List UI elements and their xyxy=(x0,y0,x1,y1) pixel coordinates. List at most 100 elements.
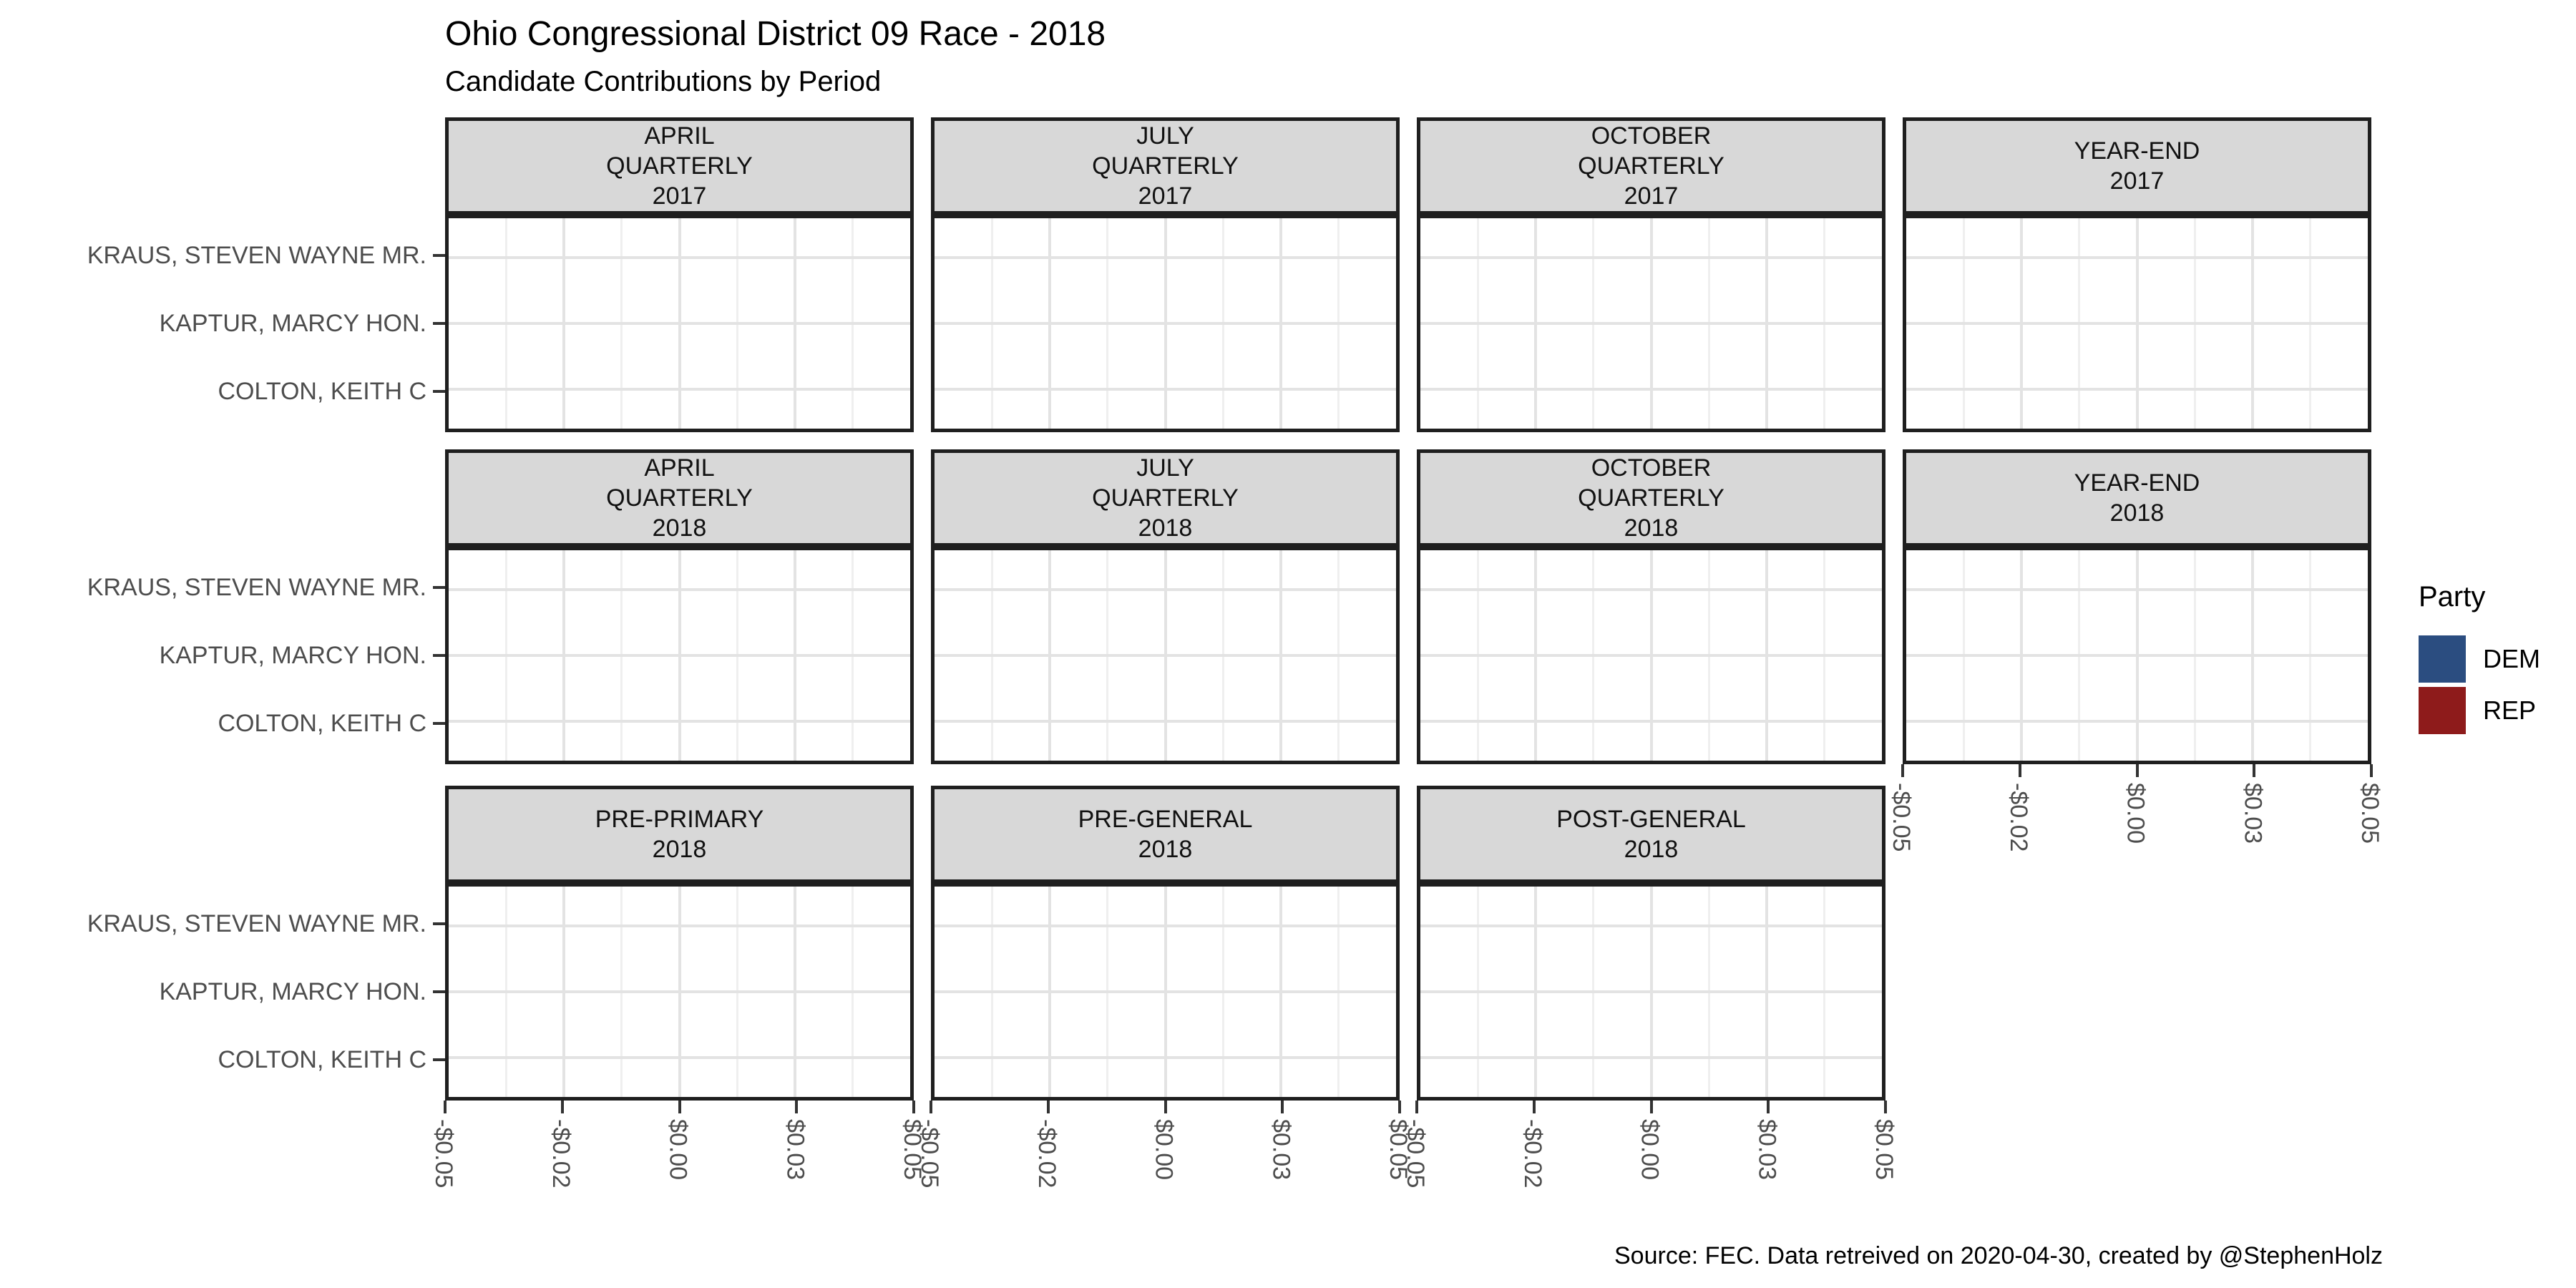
x-axis-tick xyxy=(1649,1101,1653,1113)
facet-strip-label: QUARTERLY xyxy=(606,152,753,180)
facet-strip-label: 2018 xyxy=(652,514,707,542)
y-axis-tick xyxy=(433,654,445,657)
facet-panel xyxy=(1903,215,2371,432)
gridline-vertical-major xyxy=(678,887,681,1097)
gridline-vertical-major xyxy=(1279,550,1282,761)
facet-strip-label: JULY xyxy=(1136,122,1194,150)
gridline-vertical-major xyxy=(2135,550,2139,761)
x-axis-tick xyxy=(444,1101,447,1113)
gridline-vertical-major xyxy=(562,887,566,1097)
facet-strip-label: 2017 xyxy=(1138,182,1193,210)
x-tick-label: $0.05 xyxy=(899,1119,926,1181)
y-axis-label: KAPTUR, MARCY HON. xyxy=(159,978,426,1005)
x-axis-tick xyxy=(1901,764,1904,777)
y-axis-tick xyxy=(433,322,445,325)
x-axis-tick xyxy=(2018,764,2021,777)
x-tick-label: $0.05 xyxy=(2356,783,2384,844)
y-axis-label: KAPTUR, MARCY HON. xyxy=(159,310,426,337)
y-axis-tick xyxy=(433,254,445,257)
chart-subtitle: Candidate Contributions by Period xyxy=(445,66,882,97)
gridline-vertical-major xyxy=(1765,550,1768,761)
x-tick-label: $0.03 xyxy=(1267,1119,1295,1181)
y-axis-tick xyxy=(433,390,445,393)
gridline-vertical-major xyxy=(562,218,566,429)
x-axis-tick xyxy=(1163,1101,1167,1113)
facet-panel xyxy=(931,547,1400,764)
y-axis-label: KRAUS, STEVEN WAYNE MR. xyxy=(87,910,426,937)
gridline-vertical-major xyxy=(1048,550,1052,761)
gridline-vertical-major xyxy=(2020,218,2024,429)
facet-strip: OCTOBER QUARTERLY 2017 xyxy=(1417,117,1885,215)
facet-panel xyxy=(445,883,914,1101)
facet-panel xyxy=(445,547,914,764)
x-axis-tick xyxy=(930,1101,932,1113)
x-tick-label: -$0.02 xyxy=(547,1119,575,1189)
y-axis-label: COLTON, KEITH C xyxy=(218,378,426,405)
legend-swatch-rep xyxy=(2419,687,2466,734)
facet-panel xyxy=(1903,547,2371,764)
facet-strip-label: APRIL xyxy=(644,454,715,482)
facet-strip-label: POST-GENERAL xyxy=(1556,806,1746,833)
gridline-vertical-major xyxy=(1765,887,1768,1097)
x-axis-tick xyxy=(2370,764,2373,777)
y-axis-label: KRAUS, STEVEN WAYNE MR. xyxy=(87,574,426,601)
x-tick-label: $0.03 xyxy=(1753,1119,1781,1181)
legend-label-rep: REP xyxy=(2483,696,2537,725)
x-axis-tick xyxy=(1884,1101,1887,1113)
y-axis-tick xyxy=(433,722,445,725)
gridline-vertical-major xyxy=(793,218,796,429)
facet-panel xyxy=(1417,215,1885,432)
facet-strip-label: 2017 xyxy=(1624,182,1679,210)
gridline-vertical-major xyxy=(2250,218,2254,429)
facet-strip-label: QUARTERLY xyxy=(1578,484,1724,512)
legend-label-dem: DEM xyxy=(2483,644,2540,673)
facet-strip: PRE-PRIMARY 2018 xyxy=(445,786,914,883)
facet-strip-label: 2018 xyxy=(2109,499,2165,527)
facet-strip: JULY QUARTERLY 2018 xyxy=(931,449,1400,547)
gridline-vertical-major xyxy=(562,550,566,761)
facet-strip-label: 2017 xyxy=(652,182,707,210)
gridline-vertical-major xyxy=(1048,887,1052,1097)
y-axis-label: COLTON, KEITH C xyxy=(218,710,426,737)
y-axis-tick xyxy=(433,1058,445,1061)
gridline-vertical-major xyxy=(1163,550,1167,761)
facet-strip-label: OCTOBER xyxy=(1591,454,1712,482)
facet-strip: APRIL QUARTERLY 2017 xyxy=(445,117,914,215)
facet-panel xyxy=(931,215,1400,432)
gridline-vertical-major xyxy=(1163,218,1167,429)
x-tick-label: $0.00 xyxy=(1150,1119,1178,1181)
x-axis-tick xyxy=(2253,764,2256,777)
facet-strip: PRE-GENERAL 2018 xyxy=(931,786,1400,883)
x-axis-tick xyxy=(1767,1101,1770,1113)
x-axis-tick xyxy=(912,1101,915,1113)
x-tick-label: -$0.05 xyxy=(1888,783,1915,852)
gridline-vertical-major xyxy=(1534,218,1538,429)
facet-strip-label: APRIL xyxy=(644,122,715,150)
x-tick-label: -$0.02 xyxy=(1518,1119,1546,1189)
facet-strip: POST-GENERAL 2018 xyxy=(1417,786,1885,883)
gridline-vertical-major xyxy=(1279,887,1282,1097)
x-tick-label: $0.03 xyxy=(781,1119,809,1181)
facet-strip-label: 2018 xyxy=(1138,836,1193,863)
gridline-vertical-major xyxy=(1048,218,1052,429)
facet-panel xyxy=(1417,883,1885,1101)
x-tick-label: -$0.02 xyxy=(1033,1119,1060,1189)
y-axis-label: KRAUS, STEVEN WAYNE MR. xyxy=(87,242,426,269)
x-tick-label: -$0.05 xyxy=(916,1119,943,1189)
facet-strip-label: 2018 xyxy=(652,836,707,863)
gridline-vertical-major xyxy=(678,550,681,761)
facet-panel xyxy=(445,215,914,432)
facet-strip: JULY QUARTERLY 2017 xyxy=(931,117,1400,215)
y-axis-tick xyxy=(433,586,445,589)
gridline-vertical-major xyxy=(1534,887,1538,1097)
chart-caption: Source: FEC. Data retreived on 2020-04-3… xyxy=(1614,1242,2383,1269)
x-axis-tick xyxy=(2135,764,2139,777)
gridline-vertical-major xyxy=(2135,218,2139,429)
gridline-vertical-major xyxy=(2020,550,2024,761)
y-axis-tick xyxy=(433,922,445,925)
facet-strip-label: YEAR-END xyxy=(2074,137,2200,165)
facet-strip-label: 2018 xyxy=(1138,514,1193,542)
facet-panel xyxy=(1417,547,1885,764)
x-tick-label: $0.00 xyxy=(664,1119,692,1181)
